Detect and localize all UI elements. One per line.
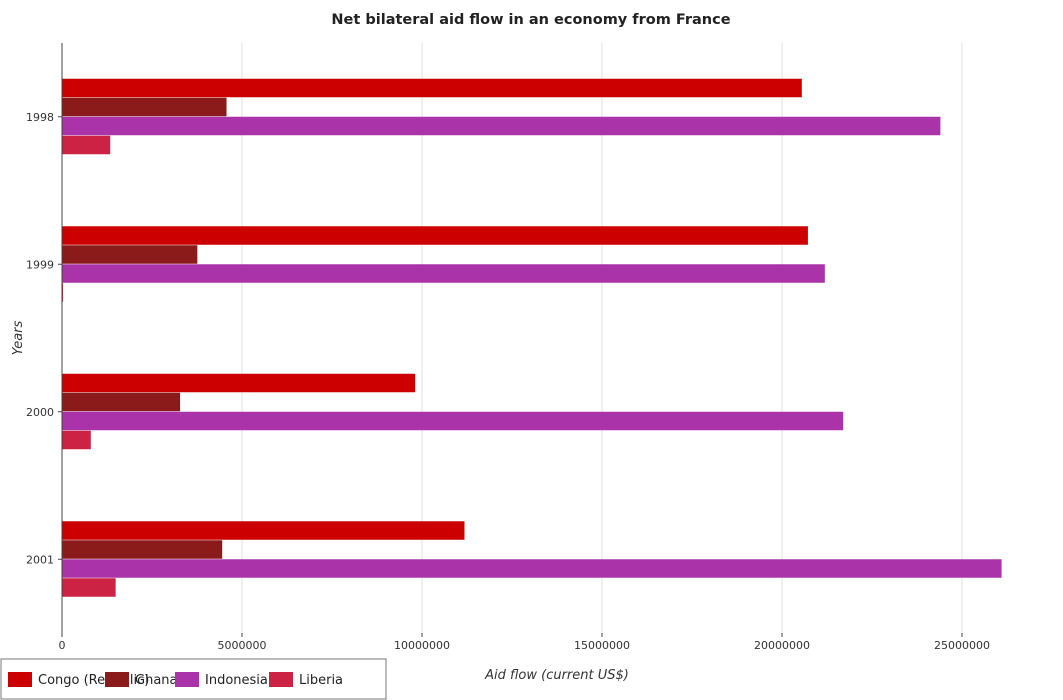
- bar-indonesia-1998: [62, 116, 941, 136]
- bar-indonesia-2000: [62, 411, 844, 431]
- y-tick-labels: 1998 1999 2000 2001: [26, 111, 62, 566]
- x-tick-label: 10000000: [394, 639, 450, 652]
- legend-swatch: [269, 672, 293, 687]
- x-tick-label: 20000000: [754, 639, 810, 652]
- bar-ghana-2001: [62, 540, 223, 559]
- bar-liberia-1998: [62, 135, 111, 155]
- x-axis-label: Aid flow (current US$): [484, 668, 629, 683]
- legend-label: Indonesia: [205, 673, 268, 688]
- x-tick-labels: 0 5000000 10000000 15000000 20000000 25000000: [59, 633, 990, 652]
- bar-liberia-2001: [62, 578, 116, 597]
- legend-swatch: [8, 672, 32, 687]
- legend-swatch: [105, 672, 129, 687]
- bar-ghana-2000: [62, 392, 181, 412]
- legend: Congo (Republic)Ghana Indonesia Liberia: [0, 658, 387, 700]
- bar-indonesia-2001: [62, 559, 1002, 578]
- bar-liberia-2000: [62, 430, 91, 450]
- bar-congo-republic-2000: [62, 373, 416, 393]
- bar-ghana-1999: [62, 245, 198, 264]
- chart-title: Net bilateral aid flow in an economy fro…: [331, 12, 730, 28]
- y-tick-label: 2000: [26, 406, 54, 419]
- y-tick-label: 1998: [26, 111, 54, 124]
- y-tick-label: 1999: [26, 258, 54, 271]
- x-tick-label: 0: [59, 639, 66, 652]
- bar-congo-republic-2001: [62, 521, 465, 540]
- bar-liberia-1999: [62, 283, 64, 302]
- bar-ghana-1998: [62, 97, 227, 117]
- bars-group: [62, 78, 1002, 597]
- y-tick-label: 2001: [26, 553, 54, 566]
- bar-congo-republic-1999: [62, 226, 808, 245]
- legend-swatch: [175, 672, 199, 687]
- x-tick-label: 15000000: [574, 639, 630, 652]
- legend-label: Ghana: [135, 673, 178, 688]
- legend-label: Liberia: [299, 673, 343, 688]
- bar-congo-republic-1998: [62, 78, 802, 98]
- x-tick-label: 25000000: [934, 639, 990, 652]
- x-tick-label: 5000000: [218, 639, 267, 652]
- y-axis-label: Years: [11, 320, 26, 355]
- legend-items: Congo (Republic)Ghana Indonesia Liberia: [8, 672, 343, 688]
- legend-label: Congo (Republic): [38, 673, 149, 688]
- bar-indonesia-1999: [62, 264, 825, 283]
